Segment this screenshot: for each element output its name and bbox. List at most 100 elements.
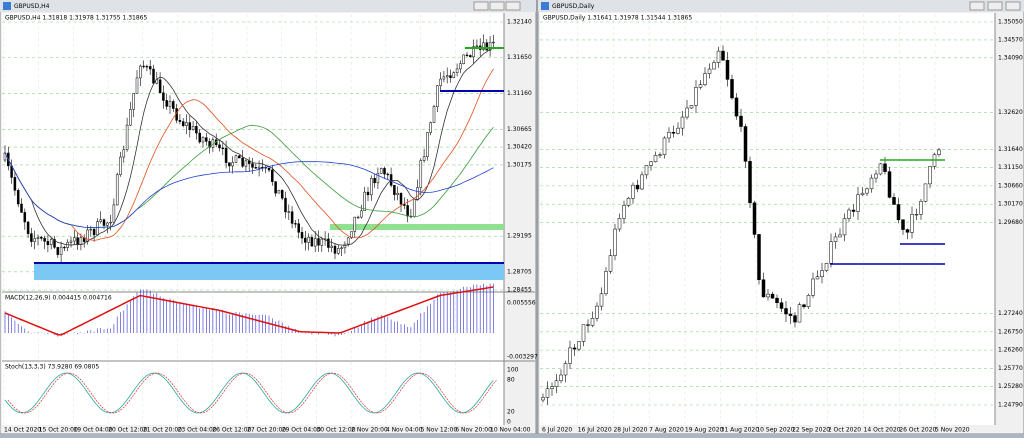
- candle: [617, 218, 622, 230]
- candle: [919, 201, 923, 215]
- candle: [198, 132, 201, 143]
- candle: [310, 237, 314, 247]
- price-label: 1.31150: [998, 164, 1023, 171]
- candle: [847, 209, 851, 219]
- candle: [304, 237, 307, 243]
- candle: [115, 174, 119, 206]
- maximize-button[interactable]: [489, 1, 505, 11]
- indicator-label: MACD(12,26,9) 0.004415 0.004716: [5, 295, 112, 302]
- candle: [76, 237, 79, 245]
- price-label: 1.34570: [998, 36, 1023, 43]
- candle: [139, 65, 142, 79]
- candle: [698, 84, 703, 88]
- candle: [102, 219, 106, 226]
- candle: [56, 247, 60, 255]
- time-label: 2 Oct 2020: [828, 427, 861, 434]
- candle: [775, 297, 779, 303]
- close-button[interactable]: [505, 1, 521, 11]
- chart-area: [540, 13, 995, 425]
- price-label: 1.34090: [998, 54, 1023, 61]
- candle: [327, 238, 330, 248]
- candle: [356, 216, 360, 219]
- candle: [251, 163, 254, 168]
- candle: [333, 245, 337, 254]
- time-label: 16 Jul 2020: [578, 427, 612, 434]
- candle: [432, 106, 436, 123]
- candle: [472, 46, 475, 58]
- candle: [671, 132, 676, 134]
- candle: [865, 188, 869, 194]
- minimize-button[interactable]: [473, 1, 489, 11]
- macd-signal: [4, 286, 494, 336]
- candle: [162, 92, 165, 101]
- candle: [20, 203, 23, 213]
- candle: [653, 155, 658, 163]
- axis-label: 20: [507, 409, 515, 416]
- candle: [353, 216, 357, 232]
- candle: [779, 302, 784, 309]
- minimize-button[interactable]: [969, 1, 985, 11]
- candle: [73, 237, 76, 242]
- candle: [851, 209, 856, 212]
- maximize-button[interactable]: [987, 1, 1003, 11]
- price-label: 1.32140: [507, 19, 532, 26]
- candle: [238, 155, 241, 159]
- window-title: GBPUSD,H4: [14, 3, 50, 10]
- candle: [287, 211, 291, 213]
- price-label: 1.26260: [998, 347, 1023, 354]
- candle: [277, 189, 281, 194]
- candle: [644, 165, 649, 176]
- candle: [770, 293, 775, 299]
- candle: [485, 42, 489, 51]
- price-label: 1.31650: [507, 54, 532, 61]
- candle: [297, 223, 300, 233]
- candle: [784, 308, 788, 315]
- candle: [172, 101, 175, 109]
- candle: [761, 279, 766, 298]
- candle: [599, 293, 604, 307]
- candle: [412, 198, 416, 217]
- close-button[interactable]: [1005, 1, 1021, 11]
- candle: [165, 100, 168, 107]
- price-label: 1.30660: [998, 182, 1023, 189]
- price-label: 1.27240: [998, 310, 1023, 317]
- candle: [36, 236, 40, 239]
- candle: [667, 132, 671, 139]
- candle: [135, 77, 139, 94]
- time-label: 14 Oct 2020: [4, 427, 41, 434]
- time-label: 30 Oct 12:00: [316, 427, 355, 434]
- candle: [16, 190, 20, 205]
- candle: [833, 236, 838, 242]
- candle: [300, 232, 304, 239]
- candle: [937, 149, 941, 155]
- candle: [330, 245, 333, 248]
- time-label: 23 Oct 04:00: [178, 427, 217, 434]
- candle: [635, 184, 640, 190]
- time-label: 7 Aug 2020: [649, 427, 684, 434]
- candle: [231, 162, 234, 167]
- time-label: 6 Jul 2020: [542, 427, 572, 434]
- candle: [766, 293, 770, 298]
- time-label: 19 Oct 04:00: [73, 427, 112, 434]
- moving-average: [4, 152, 494, 229]
- candle: [640, 174, 644, 190]
- price-label: 1.24790: [998, 402, 1023, 409]
- candle: [896, 204, 901, 221]
- candle: [842, 218, 847, 236]
- time-label: 19 Aug 2020: [685, 427, 724, 434]
- price-label: 1.25770: [998, 365, 1023, 372]
- price-label: 1.30420: [507, 144, 532, 151]
- candle: [13, 177, 17, 191]
- candle: [363, 191, 366, 212]
- candle: [811, 278, 815, 296]
- candle: [788, 313, 793, 316]
- candle: [757, 234, 761, 280]
- candle: [389, 174, 393, 186]
- window-icon: [541, 2, 549, 10]
- time-label: 14 Oct 2020: [864, 427, 901, 434]
- candle: [271, 169, 274, 182]
- candle: [53, 239, 56, 248]
- candle: [267, 167, 271, 171]
- candle: [419, 160, 423, 188]
- candle: [887, 171, 892, 198]
